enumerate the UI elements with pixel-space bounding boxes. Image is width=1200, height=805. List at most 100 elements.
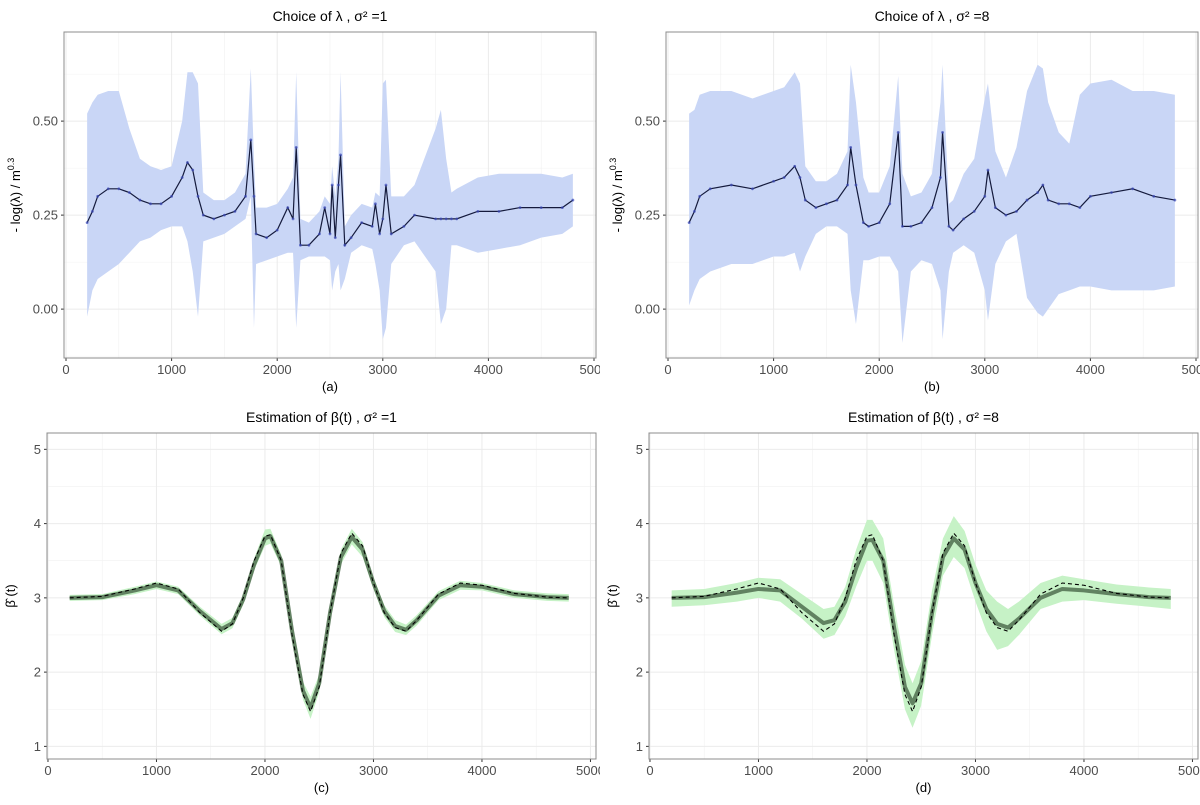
- y-tick-label: 0.25: [635, 208, 660, 223]
- mean-point: [323, 206, 327, 209]
- confidence-band: [87, 68, 573, 340]
- mean-point: [854, 183, 858, 187]
- mean-point: [698, 194, 702, 198]
- y-tick-label: 4: [34, 516, 41, 531]
- mean-point: [159, 202, 163, 206]
- mean-point: [962, 217, 966, 221]
- y-tick-label: 0.00: [635, 302, 660, 317]
- mean-point: [249, 138, 253, 142]
- mean-point: [1067, 202, 1071, 206]
- x-tick-label: 1000: [157, 362, 186, 377]
- mean-point: [1057, 202, 1061, 206]
- mean-point: [497, 209, 501, 213]
- y-tick-label: 2: [34, 665, 41, 680]
- mean-point: [180, 176, 184, 179]
- mean-point: [518, 206, 522, 209]
- x-tick-label: 3000: [359, 763, 388, 778]
- mean-point: [920, 221, 923, 225]
- y-axis-label-main: - log(λ) / m: [610, 170, 625, 232]
- x-tick-label: 2000: [251, 763, 280, 778]
- mean-point: [402, 224, 406, 228]
- mean-point: [1004, 213, 1008, 217]
- y-axis-label: β̂ (t): [3, 584, 18, 607]
- plot-background: [47, 433, 596, 759]
- mean-point: [384, 183, 388, 187]
- mean-point: [1173, 198, 1177, 202]
- panel-b: 0 1000 2000 3000 4000 5000 0.00 0.25 0.50 Choice …: [608, 8, 1200, 394]
- mean-point: [91, 209, 94, 213]
- mean-point: [560, 206, 564, 209]
- mean-point: [127, 191, 131, 194]
- mean-point: [434, 217, 437, 221]
- mean-point: [1078, 206, 1082, 209]
- plot-border: [648, 432, 1199, 760]
- mean-point: [330, 183, 334, 187]
- mean-point: [378, 232, 382, 236]
- mean-point: [455, 217, 459, 221]
- mean-point: [299, 243, 302, 247]
- x-tick-label: 4000: [468, 763, 497, 778]
- y-axis-label-main: - log(λ) / m: [8, 170, 23, 232]
- mean-point: [1025, 198, 1029, 202]
- mean-point: [318, 232, 321, 236]
- mean-point: [972, 209, 976, 213]
- mean-point: [1131, 187, 1135, 191]
- mean-point: [307, 243, 311, 247]
- x-tick-label: 1000: [142, 763, 171, 778]
- mean-point: [244, 194, 247, 198]
- mean-point: [370, 224, 374, 228]
- mean-point: [439, 217, 443, 221]
- mean-point: [687, 221, 691, 225]
- y-axis-label-superscript: 0.3: [608, 158, 618, 171]
- x-axis-label: (d): [916, 780, 932, 795]
- mean-point: [328, 232, 332, 236]
- panel-a: 0 1000 2000 3000 4000 5000 0.00 0.25 0.50 Choice …: [6, 8, 600, 394]
- mean-point: [201, 213, 205, 217]
- mean-point: [275, 228, 279, 232]
- mean-point: [993, 206, 997, 209]
- mean-point: [798, 176, 802, 179]
- y-tick-label: 1: [636, 739, 643, 754]
- mean-point: [930, 206, 934, 209]
- mean-point: [286, 206, 290, 209]
- mean-point: [947, 224, 951, 228]
- mean-point: [223, 213, 226, 217]
- mean-point: [191, 168, 195, 172]
- x-tick-label: 0: [646, 763, 653, 778]
- mean-point: [413, 213, 416, 217]
- mean-point: [708, 187, 712, 191]
- x-tick-label: 5000: [1182, 362, 1200, 377]
- mean-point: [138, 198, 142, 202]
- true-function-line: [69, 532, 569, 713]
- y-tick-label: 2: [636, 665, 643, 680]
- mean-point: [476, 209, 480, 213]
- estimate-line: [69, 534, 569, 710]
- mean-point: [1046, 198, 1050, 202]
- estimate-line: [671, 536, 1171, 706]
- mean-point: [571, 198, 575, 202]
- mean-point: [450, 217, 453, 221]
- mean-point: [1110, 191, 1113, 194]
- mean-point: [849, 146, 853, 149]
- mean-point: [374, 202, 377, 206]
- x-tick-label: 1000: [759, 362, 788, 377]
- mean-point: [343, 243, 347, 247]
- x-axis-label: (a): [322, 379, 338, 394]
- x-tick-label: 2000: [865, 362, 894, 377]
- chart-title: Estimation of β(t) , σ² =8: [848, 409, 999, 425]
- y-tick-label: 0.50: [635, 114, 660, 129]
- x-tick-label: 4000: [474, 362, 503, 377]
- mean-point: [888, 202, 892, 206]
- mean-point: [233, 209, 237, 213]
- mean-point: [951, 228, 955, 232]
- mean-point: [983, 194, 987, 198]
- x-tick-label: 3000: [961, 763, 990, 778]
- x-tick-label: 3000: [970, 362, 999, 377]
- plot-border: [665, 31, 1199, 359]
- plot-border: [46, 432, 597, 760]
- x-tick-label: 5000: [576, 763, 605, 778]
- mean-point: [751, 187, 754, 191]
- chart-title: Choice of λ , σ² =8: [875, 8, 990, 24]
- x-axis-label: (c): [314, 780, 329, 795]
